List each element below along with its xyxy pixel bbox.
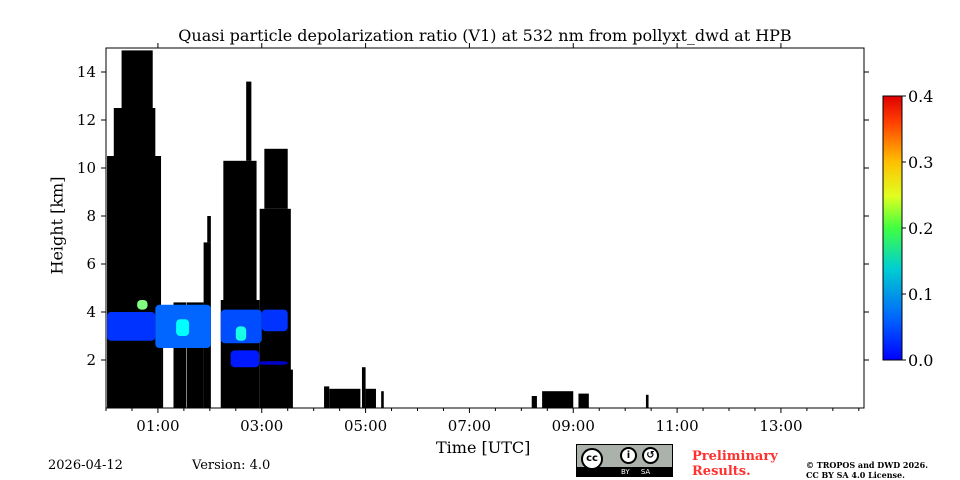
cloud-cell bbox=[121, 50, 153, 108]
copyright-line2: CC BY SA 4.0 License. bbox=[806, 470, 905, 480]
cloud-cell bbox=[578, 393, 589, 408]
depol-cell bbox=[235, 326, 247, 341]
colorbar-tick-label: 0.0 bbox=[908, 351, 933, 370]
cloud-cell bbox=[207, 216, 211, 243]
cloud-cell bbox=[107, 156, 162, 408]
cloud-cell bbox=[223, 160, 257, 300]
preliminary-line2: Results. bbox=[692, 464, 751, 479]
cloud-cell bbox=[264, 148, 288, 209]
cloud-cell bbox=[161, 312, 164, 408]
cloud-cell bbox=[285, 369, 293, 408]
x-tick-label: 09:00 bbox=[552, 417, 595, 435]
cloud-cell bbox=[361, 367, 366, 408]
preliminary-line1: Preliminary bbox=[692, 449, 778, 464]
preliminary-label: Preliminary Results. bbox=[692, 449, 778, 479]
x-tick-label: 03:00 bbox=[240, 417, 283, 435]
depol-cell bbox=[261, 309, 288, 332]
colorbar-tick-label: 0.1 bbox=[908, 285, 933, 304]
y-tick-label: 10 bbox=[77, 159, 96, 177]
cloud-cell bbox=[246, 81, 252, 161]
x-tick-label: 11:00 bbox=[655, 417, 698, 435]
y-tick-label: 12 bbox=[77, 111, 96, 129]
y-tick-label: 14 bbox=[77, 63, 96, 81]
y-tick-label: 2 bbox=[86, 351, 96, 369]
y-tick-label: 8 bbox=[86, 207, 96, 225]
plot-frame bbox=[105, 47, 865, 409]
depol-cell bbox=[176, 319, 190, 336]
cloud-cell bbox=[329, 388, 361, 408]
y-tick-label: 6 bbox=[86, 255, 96, 273]
cc-by-sa-logo: cc i ↺ BY SA bbox=[576, 444, 673, 477]
cloud-cell bbox=[381, 391, 384, 408]
copyright-label: © TROPOS and DWD 2026. CC BY SA 4.0 Licen… bbox=[806, 460, 928, 480]
y-tick-label: 4 bbox=[86, 303, 96, 321]
x-tick-label: 07:00 bbox=[448, 417, 491, 435]
copyright-line1: © TROPOS and DWD 2026. bbox=[806, 460, 928, 470]
depol-cell bbox=[107, 312, 156, 341]
depol-cell bbox=[137, 300, 148, 310]
depol-cell bbox=[259, 361, 288, 365]
x-tick-label: 01:00 bbox=[136, 417, 179, 435]
cloud-cell bbox=[365, 388, 376, 408]
cloud-cell bbox=[113, 108, 156, 156]
colorbar-tick-label: 0.3 bbox=[908, 153, 933, 172]
colorbar bbox=[882, 95, 903, 361]
cloud-cell bbox=[324, 386, 330, 408]
x-tick-label: 13:00 bbox=[759, 417, 802, 435]
cloud-cell bbox=[542, 391, 574, 408]
colorbar-tick-label: 0.4 bbox=[908, 87, 933, 106]
depol-cell bbox=[230, 350, 260, 368]
chart-title: Quasi particle depolarization ratio (V1)… bbox=[178, 26, 792, 45]
cloud-cell bbox=[531, 396, 537, 408]
x-tick-label: 05:00 bbox=[344, 417, 387, 435]
x-axis-label: Time [UTC] bbox=[436, 438, 531, 457]
version-label: Version: 4.0 bbox=[192, 458, 271, 473]
cloud-cell bbox=[645, 394, 649, 408]
date-label: 2026-04-12 bbox=[48, 458, 123, 473]
colorbar-tick-label: 0.2 bbox=[908, 219, 933, 238]
